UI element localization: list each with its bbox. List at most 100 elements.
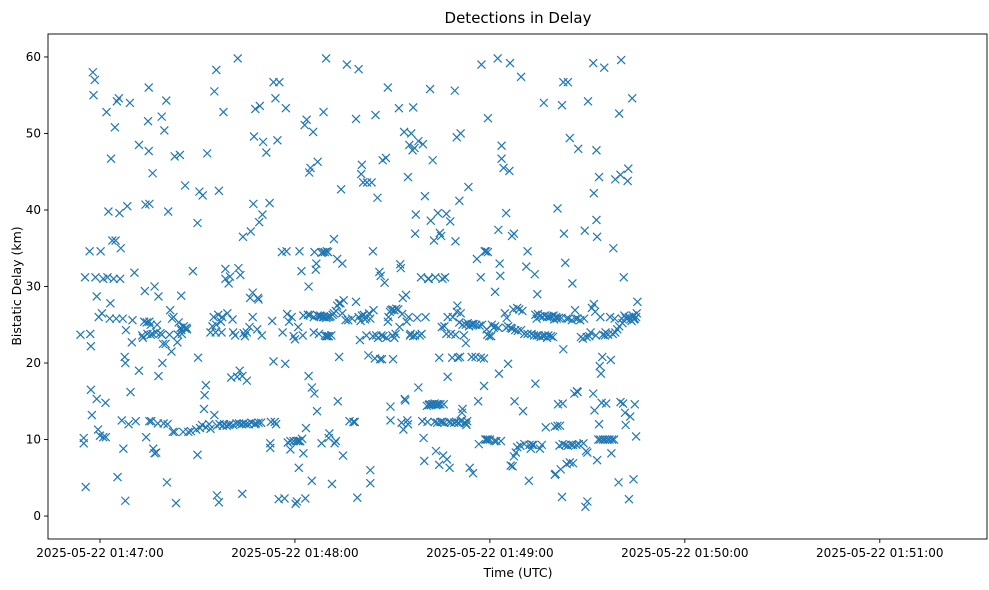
data-point [158,339,168,349]
data-point [461,419,471,428]
data-point [607,435,617,444]
data-point [306,163,315,173]
data-point [154,371,163,381]
data-point [220,264,230,274]
data-point [144,416,154,426]
data-point [482,435,492,444]
data-point [438,274,447,284]
data-point [170,427,180,437]
data-point [291,499,301,509]
data-point [416,272,426,282]
data-point [217,327,226,337]
data-point [206,424,215,434]
data-point [386,402,395,412]
data-point [183,427,193,437]
data-point [437,322,447,332]
data-point [523,329,532,339]
data-point [220,274,230,284]
data-point [310,389,319,399]
data-point [365,465,375,475]
data-point [222,308,232,318]
data-point [537,440,547,450]
data-point [116,243,126,253]
data-point [382,333,391,343]
data-point [412,313,422,323]
data-point [425,84,435,94]
data-point [81,482,91,492]
data-point [429,236,439,246]
data-point [134,140,144,150]
data-point [609,435,619,444]
data-point [397,309,407,319]
data-point [287,312,297,322]
data-point [632,297,642,307]
data-point [237,489,247,499]
data-point [558,439,568,449]
data-point [565,458,575,467]
data-point [497,141,507,151]
data-point [134,366,144,376]
data-point [483,247,493,257]
data-point [300,120,310,130]
data-point [445,217,455,226]
data-point [120,358,130,368]
data-point [171,498,181,508]
y-tick-label: 50 [26,126,41,140]
data-point [101,398,110,408]
data-point [368,246,378,256]
data-point [302,115,312,125]
data-point [614,477,623,487]
data-point [327,479,337,489]
data-point [467,352,477,362]
data-point [202,148,212,158]
data-point [528,440,538,450]
data-point [118,444,128,454]
data-point [442,454,452,464]
data-point [371,110,380,120]
data-point [250,104,260,114]
y-tick-label: 10 [26,433,41,447]
data-point [410,229,420,239]
data-point [614,109,624,119]
data-point [162,477,172,487]
data-point [606,355,616,365]
data-point [623,164,633,174]
data-point [541,422,551,432]
data-point [443,372,453,382]
data-point [476,353,486,363]
data-point [456,308,466,318]
data-point [616,170,625,180]
data-point [352,493,362,503]
data-point [230,331,240,340]
data-point [266,417,276,427]
data-point [511,448,521,457]
data-point [465,463,475,473]
data-point [246,226,256,236]
data-point [122,201,132,211]
data-point [314,329,324,339]
data-point [254,217,264,227]
data-point [304,282,314,291]
data-point [590,406,599,415]
data-point [233,263,243,273]
data-point [523,246,532,256]
data-point [79,433,89,443]
data-point [105,314,115,324]
data-point [186,426,196,436]
data-point [509,229,519,239]
data-point [209,410,219,420]
data-markers [76,54,642,512]
data-point [137,331,147,340]
data-point [334,352,344,362]
data-point [562,314,571,324]
data-point [631,432,641,441]
data-point [472,254,482,264]
data-point [269,357,278,366]
data-point [484,331,494,341]
data-point [436,231,446,241]
data-point [324,331,334,341]
data-point [376,271,386,281]
data-point [462,416,472,426]
data-point [188,266,198,276]
data-point [305,310,315,320]
